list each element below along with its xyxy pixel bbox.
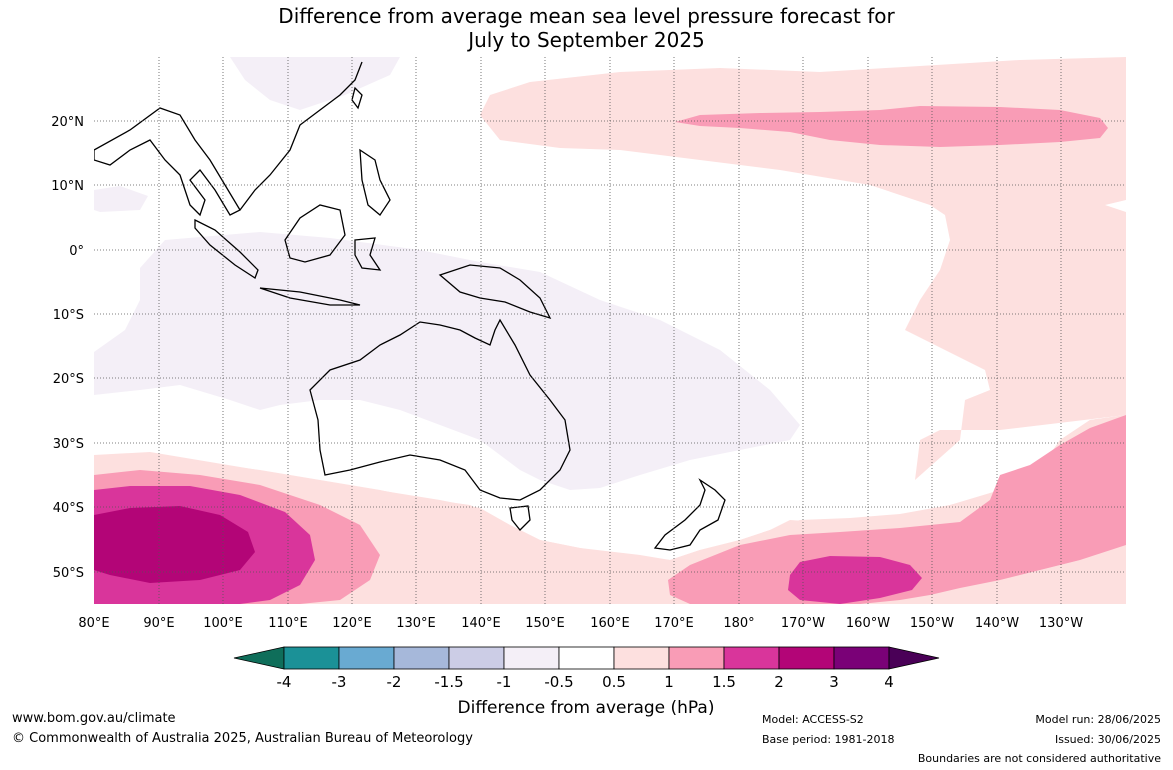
model-name: Model: ACCESS-S2 [762, 713, 864, 726]
colorbar-tick-label: -1.5 [434, 673, 463, 691]
lon-label: 170°W [781, 616, 825, 631]
lon-label: 130°E [396, 616, 436, 631]
magenta-region-southeast [788, 556, 922, 604]
colorbar-swatch [668, 646, 725, 670]
lon-label: 140°W [975, 616, 1019, 631]
issued-date: Issued: 30/06/2025 [1054, 733, 1161, 746]
latitude-labels: 20°N 10°N 0° 10°S 20°S 30°S 40°S 50°S [51, 115, 84, 581]
lon-label: 100°E [203, 616, 243, 631]
lat-label: 40°S [53, 501, 84, 516]
colorbar-tick-label: 3 [829, 673, 839, 691]
colorbar-swatch [778, 646, 835, 670]
lavender-region-asia [230, 57, 400, 110]
new-guinea-coast [438, 264, 552, 320]
lon-label: 110°E [268, 616, 308, 631]
colorbar-tick-label: -2 [387, 673, 402, 691]
lon-label: 150°E [525, 616, 565, 631]
boundaries-disclaimer: Boundaries are not considered authoritat… [917, 752, 1161, 765]
australia-coast [309, 318, 571, 501]
lon-label: 170°E [654, 616, 694, 631]
lat-label: 20°N [51, 115, 84, 130]
map-title: Difference from average mean sea level p… [0, 4, 1173, 52]
lat-label: 10°S [53, 308, 84, 323]
lon-label: 160°E [590, 616, 630, 631]
philippines-coast [359, 148, 391, 216]
longitude-labels: 80°E 90°E 100°E 110°E 120°E 130°E 140°E … [78, 616, 1083, 631]
deep-magenta-region-southwest [94, 506, 255, 583]
lon-label: 150°W [910, 616, 954, 631]
colorbar-extend-low [233, 646, 285, 670]
bom-url: www.bom.gov.au/climate [12, 711, 176, 726]
lon-label: 160°W [846, 616, 890, 631]
taiwan-coast [351, 86, 363, 110]
lat-label: 30°S [53, 437, 84, 452]
colorbar-tick-label: 0.5 [602, 673, 626, 691]
colorbar-swatch [613, 646, 670, 670]
java-coast [259, 287, 361, 306]
lon-label: 90°E [143, 616, 174, 631]
graticule [94, 57, 1126, 604]
colorbar-swatch [723, 646, 780, 670]
map-area [94, 57, 1126, 604]
title-line-2: July to September 2025 [468, 28, 705, 52]
colorbar-swatch [833, 646, 890, 670]
colorbar-tick-label: -4 [277, 673, 292, 691]
colorbar-tick-label: 2 [774, 673, 784, 691]
colorbar-tick-label: -3 [332, 673, 347, 691]
lon-label: 180° [723, 616, 754, 631]
pink-region-southeast [668, 415, 1126, 604]
borneo-coast [284, 204, 346, 263]
colorbar-ticks: -4 -3 -2 -1.5 -1 -0.5 0.5 1 1.5 2 3 4 [277, 673, 894, 691]
title-line-1: Difference from average mean sea level p… [278, 4, 895, 28]
model-run-date: Model run: 28/06/2025 [1035, 713, 1161, 726]
colorbar-label: Difference from average (hPa) [458, 698, 715, 718]
pink-region-north-pacific [675, 106, 1108, 147]
colorbar-swatch [503, 646, 560, 670]
colorbar-swatch [393, 646, 450, 670]
lon-label: 130°W [1039, 616, 1083, 631]
colorbar-tick-label: 1 [664, 673, 674, 691]
tasmania-coast [509, 505, 531, 531]
colorbar-tick-label: -1 [497, 673, 512, 691]
lat-label: 0° [69, 244, 84, 259]
base-period: Base period: 1981-2018 [762, 733, 895, 746]
lon-label: 120°E [332, 616, 372, 631]
lavender-region-west [94, 186, 148, 212]
lat-label: 10°N [51, 179, 84, 194]
colorbar-tick-label: 1.5 [712, 673, 736, 691]
colorbar-swatch [558, 646, 615, 670]
colorbar-swatch [338, 646, 395, 670]
lon-label: 140°E [461, 616, 501, 631]
lon-label: 80°E [78, 616, 109, 631]
colorbar-swatch [448, 646, 505, 670]
colorbar-extend-high [888, 646, 940, 670]
lavender-region-australia [94, 232, 800, 490]
colorbar-swatch [283, 646, 340, 670]
colorbar-tick-label: -0.5 [544, 673, 573, 691]
lat-label: 50°S [53, 566, 84, 581]
new-zealand-coast [653, 478, 726, 551]
colorbar-tick-label: 4 [884, 673, 894, 691]
lat-label: 20°S [53, 372, 84, 387]
sulawesi-coast [354, 237, 382, 271]
colorbar [233, 646, 940, 670]
copyright-notice: © Commonwealth of Australia 2025, Austra… [12, 731, 473, 746]
